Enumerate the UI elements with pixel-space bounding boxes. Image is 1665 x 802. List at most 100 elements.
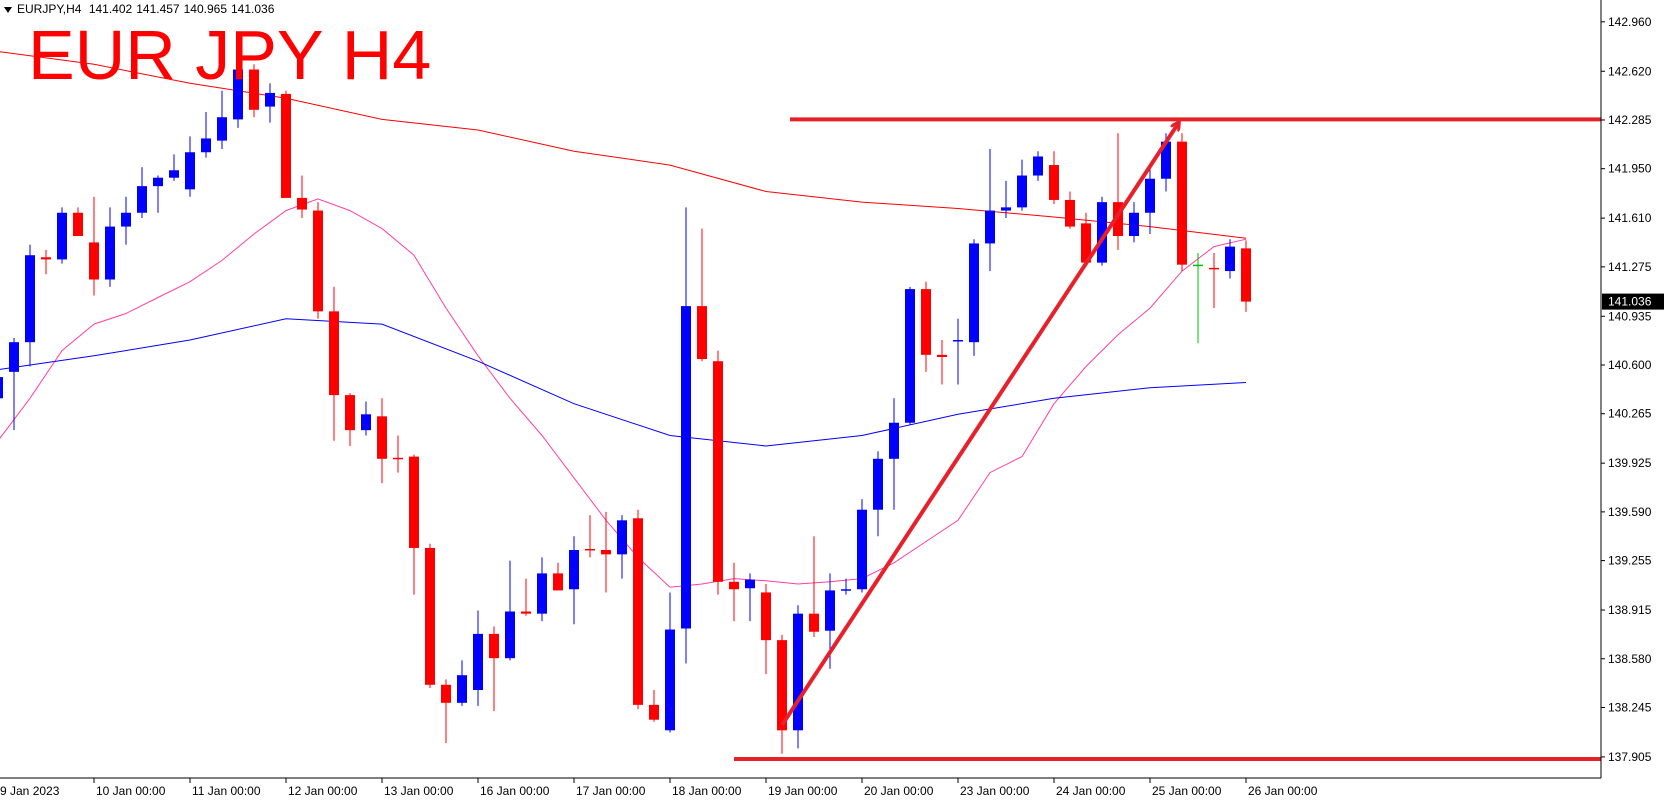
candle-body	[681, 306, 691, 629]
candle-body	[745, 579, 755, 589]
x-tick-label: 12 Jan 00:00	[288, 784, 358, 798]
candle-body	[761, 592, 771, 641]
candle-body	[409, 456, 419, 548]
symbol: EURJPY,H4	[17, 2, 82, 16]
candle-body	[521, 611, 531, 614]
candle-body	[505, 611, 515, 659]
candle-body	[473, 633, 483, 691]
y-tick-label: 140.935	[1608, 309, 1652, 323]
candle-body	[793, 613, 803, 731]
candle-body	[1033, 156, 1043, 176]
x-tick-label: 23 Jan 00:00	[960, 784, 1030, 798]
x-tick-label: 18 Jan 00:00	[672, 784, 742, 798]
candle-body	[441, 684, 451, 703]
candle-body	[393, 457, 403, 460]
plot-area	[0, 51, 1601, 761]
candle-body	[617, 520, 627, 555]
y-tick-label: 139.590	[1608, 505, 1652, 519]
candle-body	[121, 212, 131, 227]
x-tick-label: 11 Jan 00:00	[192, 784, 261, 798]
candle-body	[137, 186, 147, 213]
x-tick-label: 16 Jan 00:00	[480, 784, 550, 798]
y-tick-label: 138.915	[1608, 603, 1652, 617]
y-tick-label: 141.610	[1608, 211, 1652, 225]
candle-body	[73, 212, 83, 237]
open-price: 141.402	[88, 2, 133, 16]
last-price-box	[1602, 293, 1664, 310]
candle-body	[281, 93, 291, 198]
candle-body	[25, 255, 35, 343]
x-tick-label: 19 Jan 00:00	[768, 784, 838, 798]
candle-body	[1225, 246, 1235, 272]
y-tick-label: 139.925	[1608, 456, 1652, 470]
candle-body	[537, 573, 547, 614]
candle-body	[153, 177, 163, 187]
moving-average	[0, 318, 1247, 447]
candle-body	[713, 361, 723, 582]
candle-body	[777, 640, 787, 731]
x-tick-label: 17 Jan 00:00	[576, 784, 646, 798]
x-tick-label: 13 Jan 00:00	[384, 784, 454, 798]
candle-body	[57, 212, 67, 260]
candle-body	[41, 257, 51, 260]
candle-body	[1049, 165, 1059, 200]
candle-body	[937, 354, 947, 358]
candle-body	[697, 306, 707, 360]
candle-body	[457, 675, 467, 703]
candle-body	[1001, 207, 1011, 211]
y-tick-label: 141.950	[1608, 162, 1652, 176]
candle-body	[249, 69, 259, 110]
x-tick-label: 26 Jan 00:00	[1248, 784, 1318, 798]
chart-title: EUR JPY H4	[28, 16, 432, 94]
moving-average	[0, 51, 1247, 239]
candle-body	[809, 613, 819, 632]
candle-body	[169, 170, 179, 178]
y-tick-label: 139.255	[1608, 554, 1652, 568]
last-price-label: 141.036	[1608, 295, 1652, 309]
symbol-header: EURJPY,H4 141.402 141.457 140.965 141.036	[4, 2, 278, 16]
y-tick-label: 140.265	[1608, 407, 1652, 421]
close-price: 141.036	[231, 2, 275, 16]
candle-body	[633, 518, 643, 705]
candle-body	[89, 242, 99, 280]
candle-body	[1193, 264, 1203, 267]
candle-body	[1081, 223, 1091, 263]
candle-body	[969, 243, 979, 343]
candle-body	[953, 339, 963, 342]
candle-body	[889, 422, 899, 459]
menu-triangle	[4, 6, 12, 13]
candle-body	[265, 92, 275, 107]
candle-body	[729, 581, 739, 590]
x-tick-label: 25 Jan 00:00	[1152, 784, 1222, 798]
candle-body	[1097, 202, 1107, 263]
trend-arrow	[780, 123, 1179, 727]
candle-body	[825, 590, 835, 631]
y-tick-label: 138.245	[1608, 700, 1652, 714]
candle-body	[185, 152, 195, 190]
candle-body	[201, 138, 211, 153]
candle-body	[905, 289, 915, 423]
candle-body	[585, 548, 595, 551]
candle-body	[569, 549, 579, 590]
candle-body	[1209, 267, 1219, 270]
x-tick-label: 9 Jan 2023	[0, 784, 60, 798]
candle-body	[297, 197, 307, 210]
candle-body	[425, 547, 435, 685]
y-tick-label: 142.960	[1608, 15, 1652, 29]
high-price: 141.457	[136, 2, 180, 16]
y-tick-label: 142.285	[1608, 113, 1652, 127]
candle-body	[1145, 178, 1155, 213]
candle-body	[1017, 175, 1027, 208]
candle-body	[665, 629, 675, 731]
candle-body	[553, 573, 563, 591]
x-tick-label: 20 Jan 00:00	[864, 784, 934, 798]
candle-body	[1129, 212, 1139, 237]
candle-body	[361, 414, 371, 431]
candle-body	[105, 226, 115, 280]
candle-body	[377, 416, 387, 459]
candle-body	[857, 509, 867, 590]
candle-body	[329, 311, 339, 396]
candle-body	[649, 704, 659, 720]
